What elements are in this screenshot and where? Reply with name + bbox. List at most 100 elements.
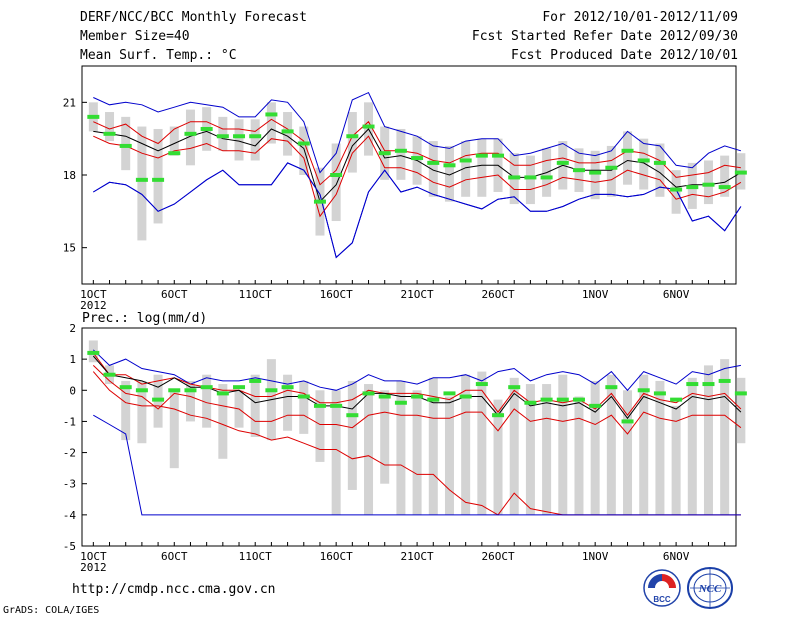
- spread-box: [202, 374, 212, 428]
- x-tick-label: 16OCT: [320, 550, 353, 563]
- spread-box: [493, 399, 503, 515]
- observation-marker: [621, 148, 634, 153]
- observation-marker: [653, 391, 666, 396]
- spread-box: [639, 374, 649, 515]
- y-tick-label: 18: [63, 169, 76, 182]
- observation-marker: [411, 394, 424, 399]
- spread-box: [444, 396, 454, 515]
- observation-marker: [621, 419, 634, 424]
- spread-box: [623, 390, 633, 515]
- ncc-logo: NCC: [687, 567, 733, 609]
- x-tick-label: 6OCT: [161, 288, 188, 301]
- spread-box: [250, 119, 260, 161]
- observation-marker: [459, 394, 472, 399]
- observation-marker: [297, 394, 310, 399]
- observation-marker: [297, 141, 310, 146]
- observation-marker: [233, 385, 246, 390]
- spread-box: [606, 374, 616, 515]
- observation-marker: [540, 397, 553, 402]
- spread-box: [461, 141, 471, 197]
- observation-marker: [362, 124, 375, 129]
- spread-box: [299, 380, 309, 434]
- spread-box: [137, 380, 147, 444]
- observation-marker: [184, 388, 197, 393]
- observation-marker: [589, 403, 602, 408]
- y-tick-label: 15: [63, 242, 76, 255]
- observation-marker: [734, 170, 747, 175]
- bcc-logo: BCC: [643, 569, 681, 607]
- spread-box: [736, 377, 746, 444]
- x-tick-label: 6NOV: [663, 550, 690, 563]
- spread-box: [720, 155, 730, 197]
- observation-marker: [346, 134, 359, 139]
- observation-marker: [330, 403, 343, 408]
- grads-credit: GrADS: COLA/IGES: [3, 605, 100, 616]
- observation-marker: [135, 388, 148, 393]
- spread-box: [266, 102, 276, 144]
- spread-box: [218, 116, 228, 151]
- x-tick-label: 1OCT: [80, 550, 107, 563]
- observation-marker: [427, 397, 440, 402]
- observation-marker: [330, 173, 343, 177]
- observation-marker: [411, 156, 424, 161]
- spread-box: [606, 145, 616, 197]
- observation-marker: [475, 382, 488, 387]
- observation-marker: [702, 382, 715, 387]
- forecast-period: For 2012/10/01-2012/11/09: [542, 10, 738, 25]
- y-tick-label: -3: [63, 478, 76, 491]
- observation-marker: [605, 165, 618, 170]
- spread-box: [137, 126, 147, 241]
- y-tick-label: -4: [63, 509, 77, 522]
- observation-marker: [200, 126, 213, 131]
- series-line-max: [92, 349, 741, 392]
- observation-marker: [216, 391, 229, 396]
- series-line-ensemble_mean: [93, 128, 742, 203]
- observation-marker: [168, 151, 181, 156]
- spread-box: [655, 380, 665, 515]
- member-size: Member Size=40: [80, 29, 190, 44]
- series-line-min: [93, 414, 741, 516]
- series-line-spread_lower: [93, 135, 742, 218]
- spread-box: [703, 365, 713, 515]
- spread-box: [331, 143, 341, 222]
- spread-box: [525, 384, 535, 515]
- spread-box: [347, 380, 357, 490]
- observation-marker: [572, 168, 585, 173]
- x-tick-label: 11OCT: [239, 288, 272, 301]
- series-line-spread_lower: [92, 365, 742, 435]
- spread-box: [121, 380, 131, 441]
- x-tick-label: 26OCT: [481, 288, 514, 301]
- plot-frame: [81, 65, 737, 285]
- observation-marker: [87, 350, 100, 355]
- observation-marker: [443, 391, 456, 396]
- spread-box: [623, 131, 633, 185]
- spread-box: [461, 374, 471, 515]
- bcc-logo-text: BCC: [653, 595, 671, 604]
- observation-marker: [394, 400, 407, 405]
- y-tick-label: 21: [63, 96, 76, 109]
- observation-marker: [265, 112, 278, 117]
- y-tick-label: 0: [69, 384, 76, 397]
- spread-box: [574, 396, 584, 515]
- observation-marker: [605, 385, 618, 390]
- x-tick-year: 2012: [80, 299, 107, 312]
- observation-marker: [718, 185, 731, 190]
- spread-box: [299, 126, 309, 175]
- x-tick-label: 21OCT: [401, 550, 434, 563]
- footer-url[interactable]: http://cmdp.ncc.cma.gov.cn: [72, 582, 276, 597]
- ncc-logo-text: NCC: [698, 583, 722, 595]
- observation-marker: [233, 134, 246, 139]
- spread-box: [590, 380, 600, 515]
- x-tick-label: 1NOV: [582, 288, 609, 301]
- observation-marker: [508, 175, 521, 180]
- observation-marker: [492, 153, 505, 158]
- spread-box: [121, 116, 131, 171]
- spread-box: [671, 170, 681, 214]
- observation-marker: [475, 153, 488, 158]
- spread-box: [428, 377, 438, 515]
- x-tick-year: 2012: [80, 561, 107, 574]
- spread-box: [380, 390, 390, 484]
- observation-marker: [718, 378, 731, 383]
